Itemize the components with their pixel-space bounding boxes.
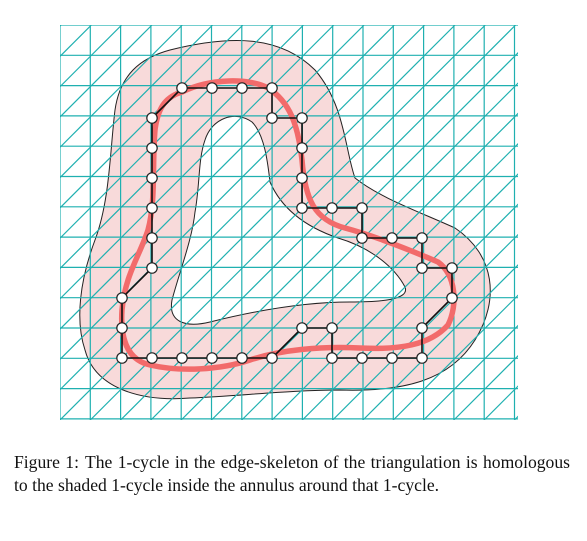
grid-line-diagonal [60, 25, 62, 27]
skeleton-vertex [386, 232, 398, 244]
skeleton-vertex [146, 142, 158, 154]
skeleton-vertex [386, 352, 398, 364]
grid-line-diagonal [423, 324, 518, 420]
grid-line-diagonal [150, 52, 518, 420]
skeleton-vertex [326, 202, 338, 214]
skeleton-vertex [446, 262, 458, 274]
skeleton-vertex [146, 232, 158, 244]
skeleton-vertex [296, 112, 308, 124]
grid-line-diagonal [271, 173, 518, 420]
skeleton-vertex [296, 202, 308, 214]
skeleton-vertex [146, 352, 158, 364]
skeleton-vertex [176, 82, 188, 94]
skeleton-vertex [266, 352, 278, 364]
skeleton-vertex [416, 262, 428, 274]
grid-line-diagonal [241, 142, 518, 420]
grid-line-diagonal [0, 25, 31, 420]
grid-line-diagonal [392, 294, 518, 420]
grid-line-diagonal [120, 25, 517, 420]
grid-line-diagonal [332, 233, 518, 420]
skeleton-vertex [326, 352, 338, 364]
skeleton-vertex [266, 112, 278, 124]
skeleton-vertex [296, 172, 308, 184]
skeleton-vertex [116, 352, 128, 364]
grid-line-diagonal [60, 25, 426, 391]
caption-label: Figure 1: [14, 452, 79, 472]
skeleton-vertex [296, 322, 308, 334]
skeleton-vertex [206, 82, 218, 94]
skeleton-vertex [206, 352, 218, 364]
grid-line-diagonal [362, 264, 518, 420]
grid-line-diagonal [60, 25, 214, 179]
caption-text: The 1-cycle in the edge-skeleton of the … [14, 452, 570, 495]
skeleton-vertex [296, 142, 308, 154]
skeleton-vertex [356, 202, 368, 214]
figure-caption: Figure 1: The 1-cycle in the edge-skeleto… [14, 451, 570, 496]
grid-line-diagonal [453, 355, 518, 420]
grid-line-diagonal [575, 25, 587, 420]
grid-line-diagonal [514, 415, 518, 420]
grid-line-diagonal [60, 25, 183, 149]
figure [0, 25, 587, 420]
skeleton-vertex [116, 322, 128, 334]
skeleton-vertex [416, 232, 428, 244]
skeleton-vertex [356, 232, 368, 244]
annulus-region [79, 39, 491, 400]
skeleton-vertex [236, 352, 248, 364]
grid-line-diagonal [0, 25, 1, 420]
grid-line-diagonal [301, 203, 518, 420]
skeleton-vertex [146, 172, 158, 184]
skeleton-vertex [116, 292, 128, 304]
skeleton-vertex [266, 82, 278, 94]
skeleton-vertex [416, 322, 428, 334]
skeleton-vertex [176, 352, 188, 364]
skeleton-vertex [236, 82, 248, 94]
skeleton-vertex [146, 262, 158, 274]
skeleton-vertex [446, 292, 458, 304]
skeleton-vertex [326, 322, 338, 334]
triangulation-figure [0, 25, 587, 420]
skeleton-vertex [356, 352, 368, 364]
grid-line-diagonal [60, 25, 395, 361]
skeleton-vertex [146, 202, 158, 214]
skeleton-vertex [416, 352, 428, 364]
grid-line-diagonal [60, 25, 92, 58]
grid-line-diagonal [60, 25, 365, 330]
grid-line-diagonal [180, 82, 518, 420]
skeleton-vertex [146, 112, 158, 124]
grid-line-diagonal [545, 25, 587, 420]
grid-line-diagonal [60, 25, 153, 118]
